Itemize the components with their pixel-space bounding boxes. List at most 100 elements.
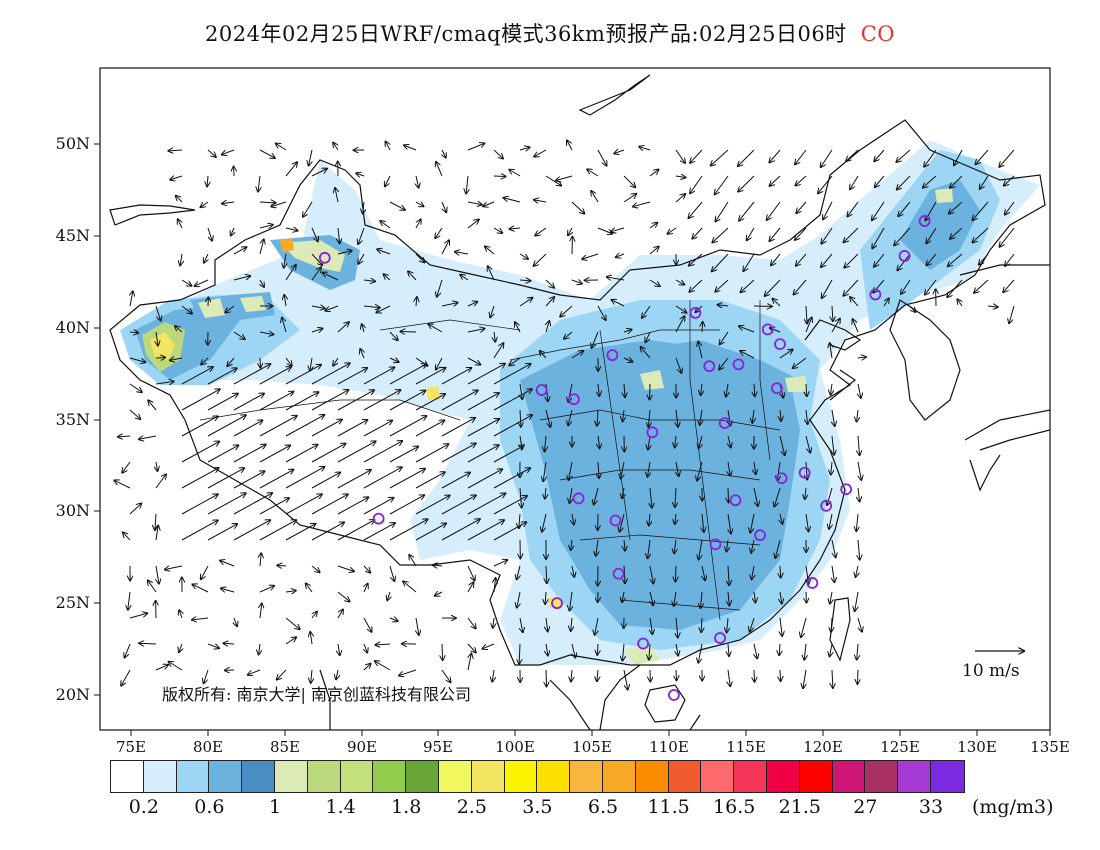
wind-arrow xyxy=(221,588,235,592)
colorbar-swatch xyxy=(865,761,899,792)
station-marker xyxy=(771,382,783,395)
wind-arrow xyxy=(384,274,391,281)
wind-arrow xyxy=(415,444,448,463)
lon-label-105e: 105E xyxy=(572,738,612,756)
station-marker xyxy=(761,323,774,336)
wind-arrow xyxy=(804,643,806,660)
urumqi-high xyxy=(280,240,345,272)
wind-arrow xyxy=(641,347,651,359)
station-marker xyxy=(572,492,585,505)
wind-arrow xyxy=(775,539,781,558)
colorbar-swatch xyxy=(832,761,866,792)
wind-arrow xyxy=(285,467,324,489)
heilongjiang-spot xyxy=(935,188,953,203)
wind-arrow xyxy=(832,305,833,321)
wind-arrow xyxy=(519,253,528,259)
wind-arrow xyxy=(689,201,703,218)
wind-arrow xyxy=(363,201,364,214)
wind-arrow xyxy=(389,416,426,437)
wind-arrow xyxy=(896,149,911,162)
wind-arrow xyxy=(389,447,418,463)
wind-arrow xyxy=(271,201,287,207)
wind-arrow xyxy=(972,201,989,220)
wind-arrow xyxy=(441,368,471,385)
lat-label-50n: 50N xyxy=(55,134,90,153)
colorbar-label: 16.5 xyxy=(713,796,756,818)
wind-arrow xyxy=(821,253,833,267)
wind-arrow xyxy=(337,322,349,333)
wind-arrow xyxy=(738,149,755,166)
wind-arrow xyxy=(520,617,523,632)
wind-arrow xyxy=(560,305,573,317)
wind-arrow xyxy=(493,560,507,567)
wind-arrow xyxy=(358,253,365,264)
wind-arrow xyxy=(926,227,937,243)
wind-arrow xyxy=(363,280,375,281)
wind-arrow xyxy=(857,357,866,358)
wind-arrow xyxy=(494,331,495,342)
wind-arrow xyxy=(363,565,370,573)
wind-arrow xyxy=(611,228,625,232)
wind-arrow xyxy=(1003,279,1015,292)
wind-arrow xyxy=(780,591,782,603)
wind-arrow xyxy=(467,393,499,411)
station-marker xyxy=(606,349,619,362)
wind-arrow xyxy=(726,539,728,551)
colorbar-label: 21.5 xyxy=(778,796,821,818)
wind-arrow xyxy=(534,200,547,202)
wind-arrow xyxy=(129,357,145,362)
shanxi-spot xyxy=(640,370,664,390)
wind-arrow xyxy=(192,584,209,593)
wind-arrow xyxy=(676,669,677,680)
wind-arrow xyxy=(156,526,158,541)
wind-arrow xyxy=(779,643,780,655)
wind-arrow xyxy=(675,357,681,373)
wind-arrow xyxy=(649,247,659,255)
wind-arrow xyxy=(170,176,183,180)
colorbar-swatch xyxy=(668,761,702,792)
wind-arrow xyxy=(207,524,237,541)
wind-arrow xyxy=(376,305,391,312)
wind-arrow xyxy=(832,565,834,582)
colorbar-swatch xyxy=(602,761,636,792)
wind-arrow xyxy=(598,435,600,448)
station-marker xyxy=(869,288,882,301)
wind-arrow xyxy=(311,363,350,385)
wind-arrow xyxy=(779,350,793,359)
wind-arrow xyxy=(441,240,449,255)
wind-arrow xyxy=(415,495,450,515)
wind-arrow xyxy=(830,383,832,395)
wind-arrow xyxy=(728,669,730,686)
wind-arrow xyxy=(675,435,676,447)
wind-arrow xyxy=(201,357,209,365)
wind-arrow xyxy=(387,591,390,600)
wind-arrow xyxy=(1004,175,1015,186)
wind-arrow xyxy=(520,383,522,399)
wind-arrow xyxy=(821,227,833,244)
wind-arrow xyxy=(649,279,660,286)
wind-arrow xyxy=(311,420,342,437)
wind-arrow xyxy=(233,420,262,437)
hainan-island xyxy=(644,684,686,723)
wind-arrow xyxy=(875,175,885,187)
wind-arrow xyxy=(598,461,599,478)
wind-arrow xyxy=(831,617,832,632)
wind-arrow xyxy=(363,306,380,308)
wind-arrow xyxy=(415,202,424,206)
wind-arrow xyxy=(567,140,573,151)
wind-arrow xyxy=(623,669,628,690)
wind-arrow xyxy=(770,175,781,186)
wind-arrow xyxy=(285,524,315,541)
wind-arrow xyxy=(455,252,469,254)
wind-arrow xyxy=(675,194,685,203)
wind-arrow xyxy=(442,149,446,158)
wind-arrow xyxy=(780,669,781,681)
map-title: 2024年02月25日WRF/cmaq模式36km预报产品:02月25日06时 C… xyxy=(0,18,1100,48)
wind-arrow xyxy=(520,487,522,508)
station-marker xyxy=(775,472,788,485)
wind-arrow xyxy=(385,175,391,186)
wind-arrow xyxy=(467,143,484,151)
wind-arrow xyxy=(750,513,755,533)
wind-arrow xyxy=(598,383,599,396)
colorbar xyxy=(110,760,965,793)
